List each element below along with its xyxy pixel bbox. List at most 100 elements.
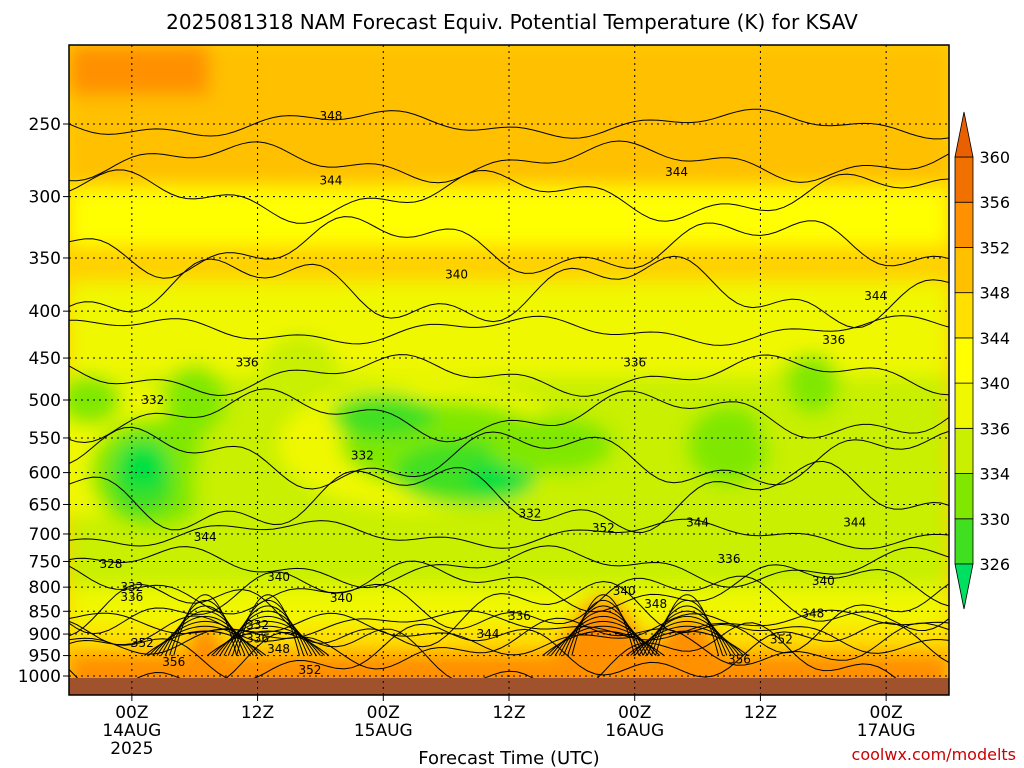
colorbar-swatch: [954, 473, 974, 520]
contour-line: [69, 615, 949, 670]
contour-line: [173, 594, 238, 656]
y-tick-label: 1000: [18, 667, 61, 687]
field-patch: [786, 353, 840, 414]
contour-line: [236, 594, 300, 656]
contour-label: 352: [298, 663, 321, 677]
field-patch: [330, 393, 436, 438]
colorbar-swatch: [954, 247, 974, 294]
x-tick-label: 12Z: [241, 703, 274, 723]
contour-label: 340: [330, 591, 353, 605]
field-patch: [865, 395, 949, 496]
contour-label: 336: [120, 590, 143, 604]
colorbar-swatch: [954, 156, 974, 203]
colorbar-label: 360: [979, 148, 1010, 167]
contour-line: [655, 594, 720, 656]
contour-label: 336: [236, 355, 259, 369]
y-tick-label: 550: [29, 429, 61, 449]
field-patch: [467, 461, 531, 498]
contour-label: 332: [246, 618, 269, 632]
y-tick-label: 900: [29, 625, 61, 645]
x-tick-label: 17AUG: [857, 721, 916, 741]
contour-label: 344: [319, 173, 342, 187]
x-tick-label: 00Z: [367, 703, 400, 723]
contour-line: [69, 560, 949, 615]
contour-label: 352: [592, 521, 615, 535]
contour-label: 340: [267, 570, 290, 584]
y-tick-label: 300: [29, 188, 61, 208]
contour-label: 344: [686, 515, 709, 529]
band-top-left: [69, 45, 209, 95]
contour-label: 332: [351, 449, 374, 463]
x-tick-label: 15AUG: [354, 721, 413, 741]
y-tick-label: 700: [29, 525, 61, 545]
field-patch: [487, 415, 614, 476]
colorbar-swatch: [954, 427, 974, 474]
contour-line: [69, 580, 949, 654]
colorbar: 326 330 334 336 340 344 348 352 356 360: [954, 111, 1010, 610]
contour-label: 332: [518, 507, 541, 521]
contour-label: 332: [120, 580, 143, 594]
contour-label: 336: [718, 552, 741, 566]
y-tick-label: 450: [29, 349, 61, 369]
chart-title: 2025081318 NAM Forecast Equiv. Potential…: [166, 10, 858, 34]
contour-label: 344: [477, 627, 500, 641]
x-tick-label: 16AUG: [605, 721, 664, 741]
x-axis-label: Forecast Time (UTC): [418, 748, 599, 768]
contour-label: 336: [508, 609, 531, 623]
contour-line: [69, 612, 949, 656]
colorbar-label: 330: [979, 510, 1010, 529]
y-tick-label: 250: [29, 115, 61, 135]
field-patch: [116, 440, 169, 491]
contour-label: 344: [665, 165, 688, 179]
contour-label: 344: [864, 289, 887, 303]
contour-label: 352: [770, 632, 793, 646]
x-tick-label: 12Z: [744, 703, 777, 723]
colorbar-label: 344: [979, 329, 1010, 348]
y-tick-label: 950: [29, 647, 61, 667]
grid-lines: [69, 45, 949, 695]
colorbar-label: 352: [979, 238, 1010, 257]
y-tick-label: 350: [29, 249, 61, 269]
contour-label: 348: [801, 607, 824, 621]
colorbar-over-arrow: [954, 111, 974, 158]
colorbar-under-arrow: [954, 563, 974, 610]
field-patch: [69, 375, 122, 425]
contour-line: [542, 630, 665, 656]
colorbar-swatch: [954, 201, 974, 248]
contour-label: 332: [141, 393, 164, 407]
contour-line: [206, 630, 330, 656]
y-tick-label: 600: [29, 464, 61, 484]
y-tick-label: 800: [29, 578, 61, 598]
field-patch: [163, 365, 227, 435]
contour-line: [144, 630, 267, 656]
contour-label: 348: [267, 642, 290, 656]
contour-line: [69, 354, 949, 397]
y-tick-label: 400: [29, 302, 61, 322]
x-tick-label: 00Z: [115, 703, 148, 723]
colorbar-label: 348: [979, 284, 1010, 303]
colorbar-label: 336: [979, 419, 1010, 438]
contour-label: 352: [131, 636, 154, 650]
contour-label: 344: [843, 515, 866, 529]
contour-line: [69, 460, 949, 534]
colorbar-swatch: [954, 337, 974, 384]
colorbar-label: 334: [979, 465, 1010, 484]
colorbar-swatch: [954, 292, 974, 339]
colorbar-swatch: [954, 518, 974, 565]
x-tick-label: 14AUG: [102, 721, 161, 741]
y-tick-label: 850: [29, 602, 61, 622]
contour-line: [69, 620, 949, 682]
contour-line: [571, 594, 636, 656]
ground-surface: [69, 678, 949, 695]
credit-text: coolwx.com/modelts: [852, 745, 1016, 764]
band-800: [69, 587, 949, 626]
x-tick-label: 12Z: [492, 703, 525, 723]
colorbar-swatch: [954, 382, 974, 429]
colorbar-label: 340: [979, 374, 1010, 393]
x-tick-label: 2025: [110, 739, 153, 759]
contour-label: 328: [99, 557, 122, 571]
